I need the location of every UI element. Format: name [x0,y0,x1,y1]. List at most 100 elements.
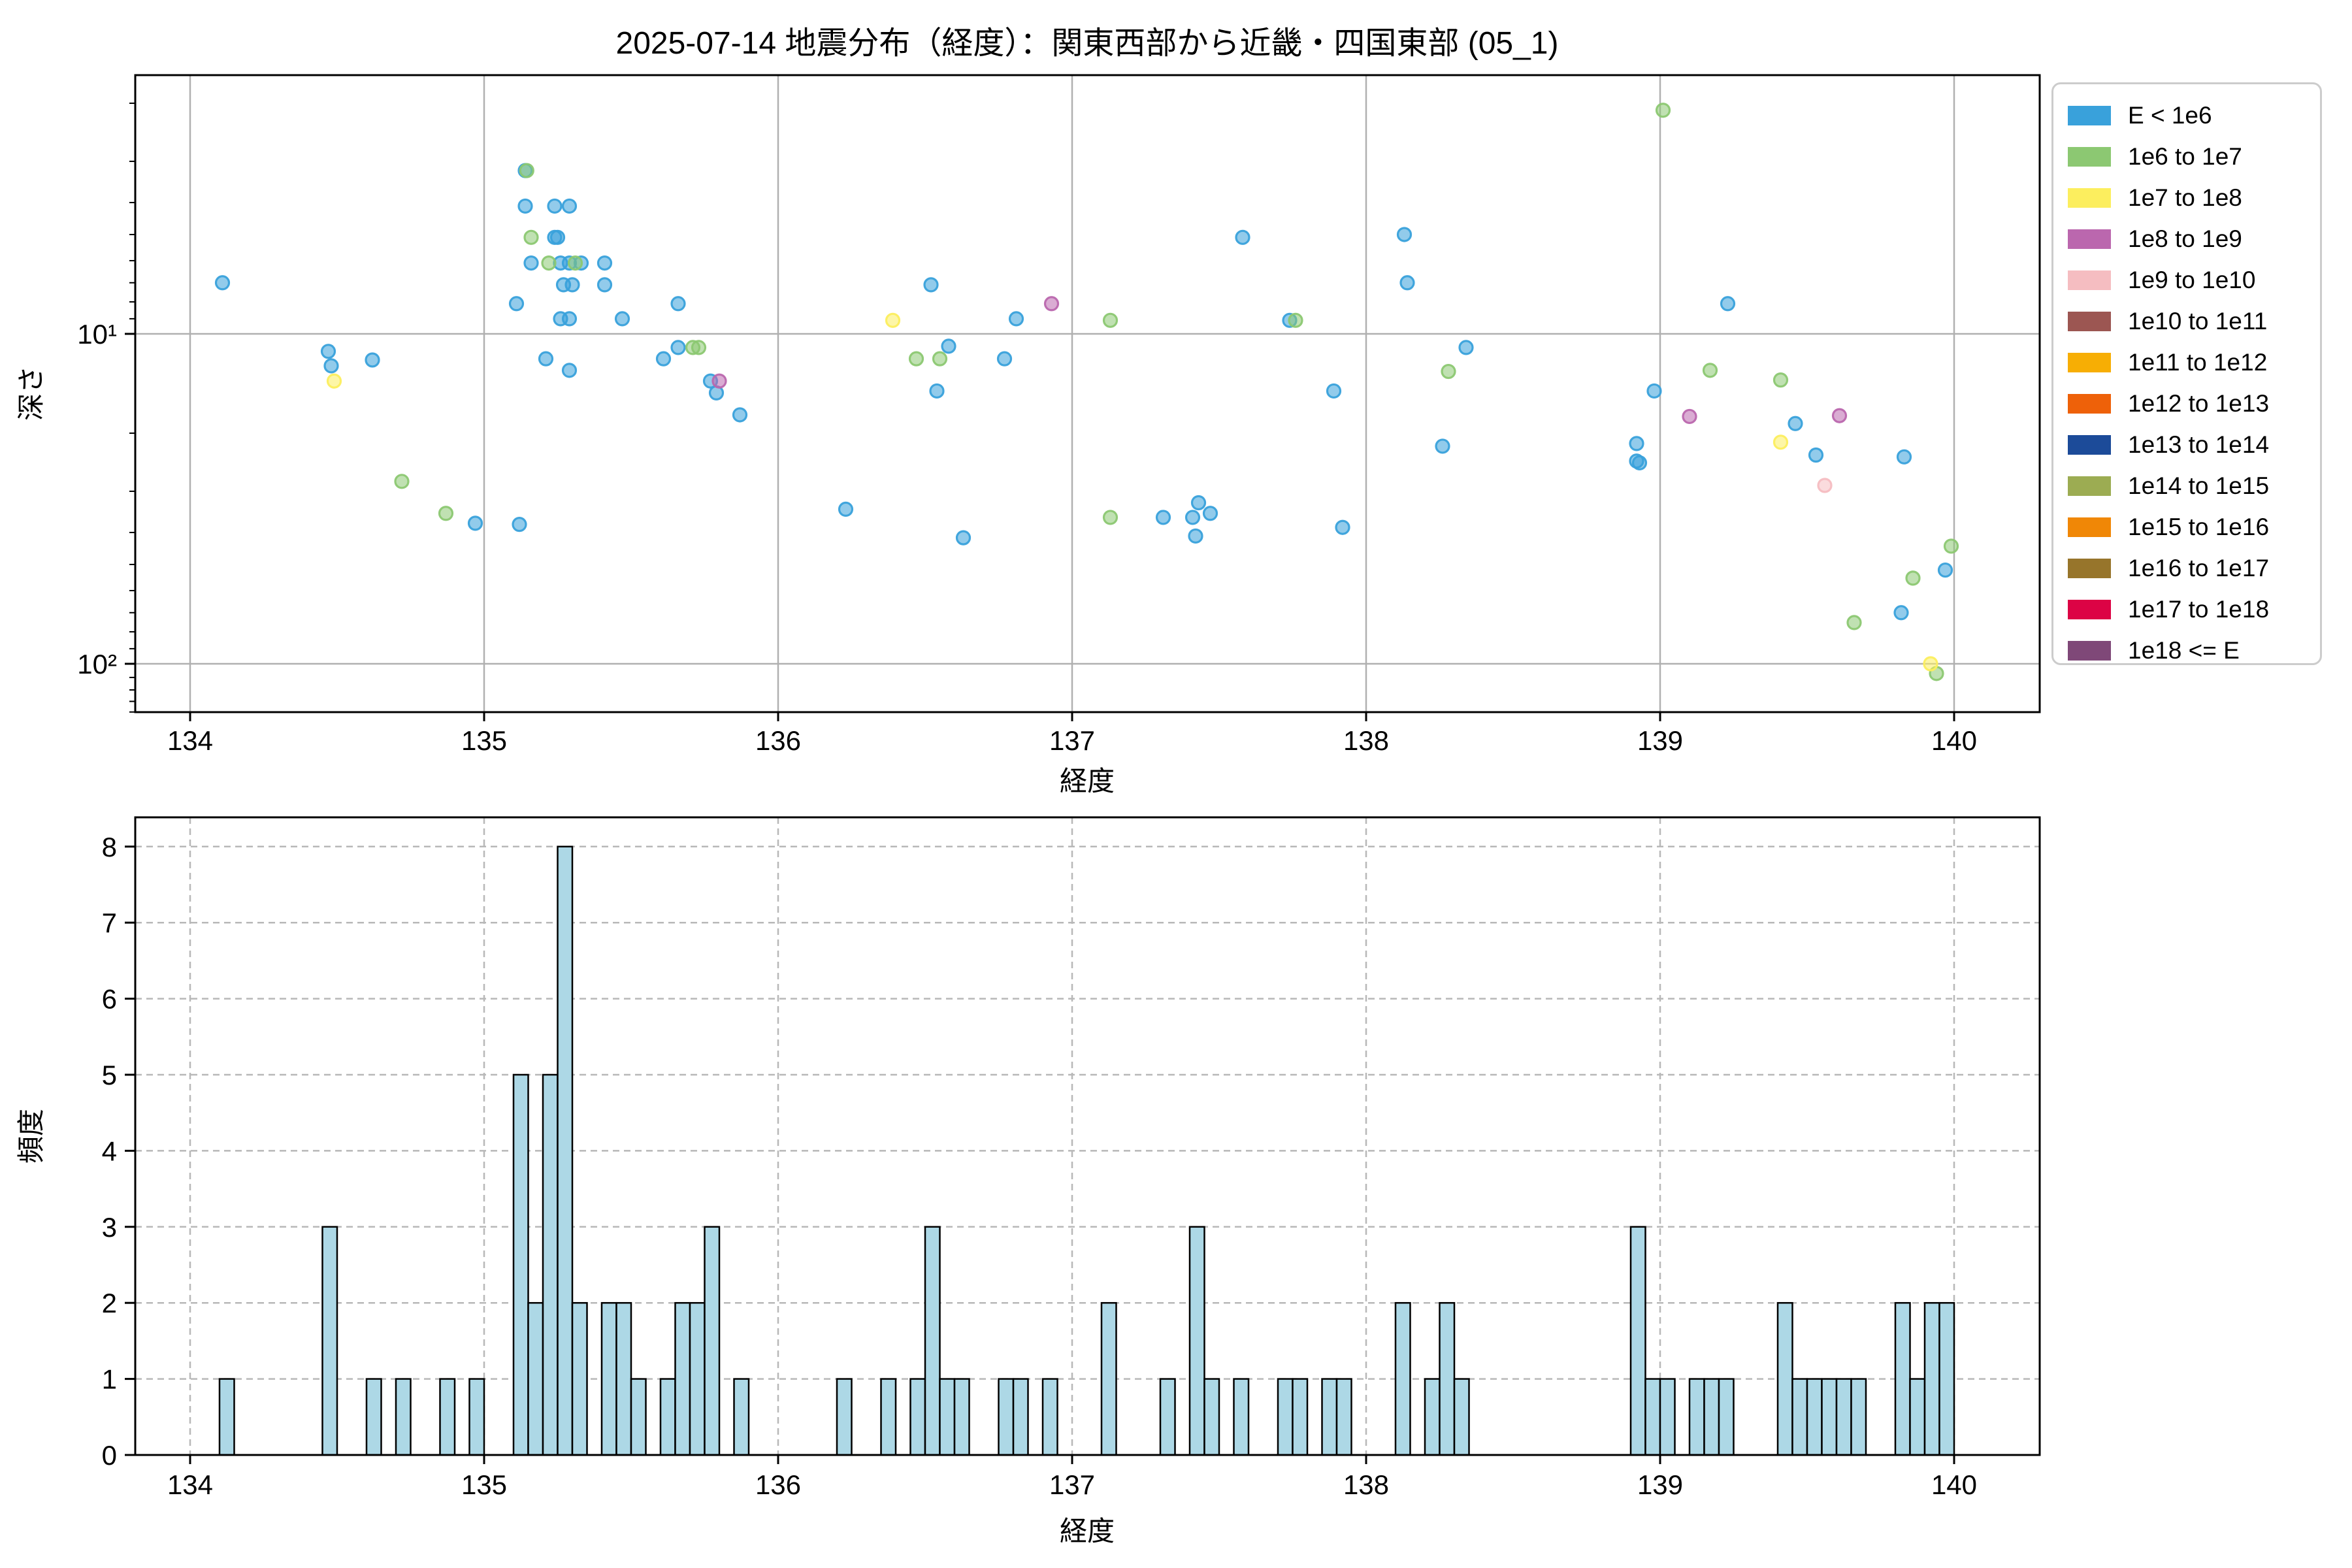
histogram-bar [1012,1378,1029,1456]
bottom-y-tick-label: 7 [102,907,117,938]
scatter-point [1905,570,1921,586]
scatter-point [467,515,483,531]
scatter-point [567,255,583,271]
legend-swatch-icon [2068,311,2111,331]
scatter-point [1943,538,1959,554]
top-chart-grid [135,75,2040,712]
legend-swatch-icon [2068,229,2111,249]
histogram-bar [924,1226,941,1456]
scatter-point [561,363,578,378]
scatter-point [1682,408,1697,425]
histogram-bar [1909,1378,1926,1456]
scatter-point [517,198,533,214]
histogram-bar [1335,1378,1352,1456]
scatter-point [923,277,939,293]
histogram-bar [689,1301,706,1456]
scatter-point [538,351,554,367]
bottom-y-tick-label: 1 [102,1364,117,1395]
histogram-bar [1041,1378,1058,1456]
scatter-point [1702,363,1718,378]
histogram-bar [1791,1378,1808,1456]
scatter-point [1646,383,1662,399]
histogram-bar [600,1301,617,1456]
scatter-point [1190,495,1207,511]
histogram-bar [1894,1301,1911,1456]
histogram-bar [939,1378,956,1456]
scatter-point [1399,275,1415,291]
scatter-point [1441,363,1456,380]
histogram-bar [218,1378,235,1456]
scatter-point [523,229,539,245]
histogram-bar [1277,1378,1294,1456]
histogram-bar [1659,1378,1676,1456]
scatter-point [561,198,578,214]
scatter-point [1896,449,1912,465]
scatter-point [732,407,748,423]
legend-swatch-icon [2068,599,2111,619]
histogram-bar [659,1378,676,1456]
scatter-point [941,338,956,354]
scatter-point [932,351,948,367]
legend-item: 1e9 to 1e10 [2068,259,2320,301]
legend-item-label: 1e16 to 1e17 [2128,554,2270,581]
histogram-bar [1439,1301,1456,1456]
legend-item-label: 1e18 <= E [2128,636,2240,664]
legend-swatch-icon [2068,105,2111,125]
histogram-bar [1453,1378,1470,1456]
legend-swatch-icon [2068,517,2111,537]
histogram-bar [1938,1301,1955,1456]
scatter-point [1655,103,1671,118]
histogram-bar [1835,1378,1852,1456]
scatter-point [929,383,945,399]
scatter-point [691,340,707,355]
scatter-point [1188,528,1203,544]
bottom-y-tick-label: 8 [102,832,117,862]
histogram-bar [512,1073,529,1456]
scatter-point [996,351,1013,367]
legend-item: 1e18 <= E [2068,630,2320,671]
histogram-bar [1159,1378,1176,1456]
top-y-tick-label: 10¹ [77,319,117,350]
legend-swatch-icon [2068,476,2111,496]
top-x-tick-label: 136 [755,725,801,756]
scatter-point [614,311,630,327]
histogram-bar [733,1378,750,1456]
histogram-bar [1233,1378,1250,1456]
legend-swatch-icon [2068,270,2111,290]
legend-item: 1e11 to 1e12 [2068,342,2320,383]
histogram-bar [527,1301,544,1456]
histogram-bar [571,1301,588,1456]
legend-swatch-icon [2068,352,2111,372]
scatter-point [323,358,339,374]
legend: E < 1e6 1e6 to 1e7 1e7 to 1e8 1e8 to 1e9 1e9… [2051,82,2322,665]
top-chart-scatter-points [214,103,1959,681]
scatter-point [711,373,727,389]
scatter-point [1235,229,1250,245]
top-chart-xlabel: 経度 [1060,766,1115,796]
bottom-chart-ylabel: 頻度 [16,1109,46,1164]
scatter-point [1631,455,1648,471]
top-x-tick-label: 134 [167,725,213,756]
histogram-bar [1644,1378,1661,1456]
scatter-point [214,275,231,291]
scatter-point [1808,447,1824,463]
histogram-bar [1321,1378,1338,1456]
legend-item: 1e17 to 1e18 [2068,589,2320,630]
legend-swatch-icon [2068,558,2111,578]
scatter-point [512,517,527,532]
scatter-point [1720,296,1736,312]
legend-item-label: 1e6 to 1e7 [2128,142,2242,170]
legend-item-label: E < 1e6 [2128,101,2212,129]
legend-item-label: 1e11 to 1e12 [2128,348,2268,376]
legend-item: 1e8 to 1e9 [2068,218,2320,259]
scatter-point [1326,383,1342,399]
scatter-point [320,344,336,359]
histogram-bar [998,1378,1015,1456]
bottom-y-tick-label: 6 [102,984,117,1015]
scatter-point [1102,510,1119,525]
histogram-bar [1806,1378,1823,1456]
bottom-x-tick-label: 138 [1343,1469,1389,1500]
legend-item: 1e10 to 1e11 [2068,301,2320,342]
legend-swatch-icon [2068,146,2111,167]
